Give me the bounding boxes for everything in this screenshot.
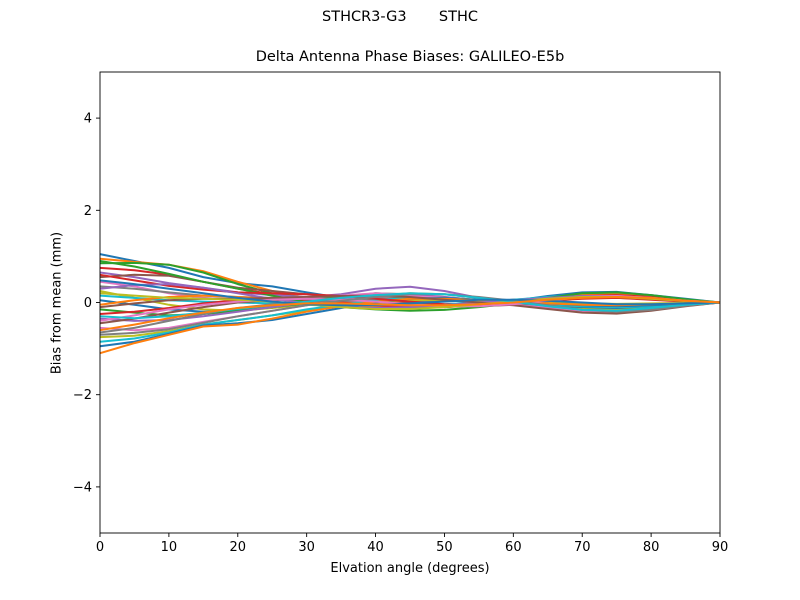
x-tick-label: 50 [436, 540, 453, 555]
y-axis-label: Bias from mean (mm) [49, 231, 65, 375]
axis-ticks: 0 10 20 30 40 50 60 70 80 90 −4 −2 0 2 4 [73, 112, 728, 555]
y-tick-label: −2 [73, 388, 92, 403]
x-tick-label: 80 [643, 540, 660, 555]
x-tick-label: 90 [712, 540, 729, 555]
y-tick-label: 0 [84, 296, 92, 311]
x-tick-label: 30 [298, 540, 315, 555]
x-tick-label: 0 [96, 540, 104, 555]
y-tick-label: −4 [73, 480, 92, 495]
series-line-s31 [99, 279, 721, 307]
figure-suptitle: STHCR3-G3 STHC [322, 9, 478, 25]
series-lines [99, 253, 721, 355]
series-line-s32 [99, 296, 721, 332]
x-tick-label: 20 [230, 540, 247, 555]
x-tick-label: 70 [574, 540, 591, 555]
x-tick-label: 40 [367, 540, 384, 555]
x-tick-label: 60 [505, 540, 522, 555]
chart-title: Delta Antenna Phase Biases: GALILEO-E5b [255, 49, 565, 65]
plot-frame [99, 71, 721, 534]
y-tick-label: 2 [84, 204, 92, 219]
y-tick-label: 4 [84, 112, 92, 127]
x-tick-label: 10 [161, 540, 178, 555]
x-axis-label: Elvation angle (degrees) [330, 561, 490, 576]
series-line-s23 [99, 260, 721, 312]
